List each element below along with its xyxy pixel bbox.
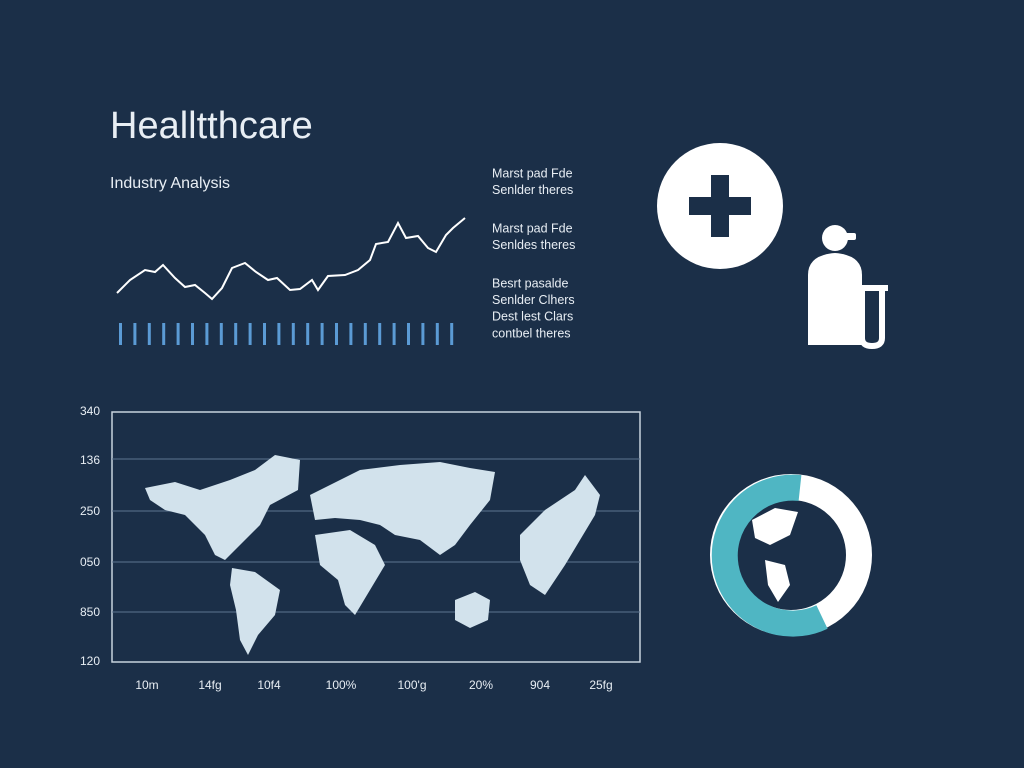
note-line: Senlder theres [492,183,573,197]
y-label: 250 [80,504,100,518]
bar-tick [219,323,223,345]
x-label: 10f4 [257,678,281,692]
bar-tick [291,323,295,345]
bar-tick [349,323,353,345]
bar-tick [435,323,439,345]
note-line: Senlder Clhers [492,293,575,307]
notes: Marst pad Fde Senlder theres Marst pad Fde… [492,166,575,340]
person-icon [808,225,888,350]
y-label: 136 [80,453,100,467]
bar-strip [119,323,454,345]
title: Healltthcare [110,105,313,147]
y-label: 850 [80,605,100,619]
bar-tick [263,323,266,345]
bar-tick [335,323,338,345]
y-label: 050 [80,555,100,569]
plus-icon [689,175,751,237]
x-label: 14fg [198,678,221,692]
bar-tick [176,323,180,345]
bar-tick [450,323,454,345]
bar-tick [320,323,324,345]
sparkline [116,217,466,301]
subtitle: Industry Analysis [110,175,230,192]
bar-tick [392,323,396,345]
note-line: contbel theres [492,326,571,340]
x-label: 20% [469,678,493,692]
bar-tick [234,323,238,345]
y-label: 340 [80,404,100,418]
globe-donut [710,474,872,637]
bar-tick [162,323,166,345]
bar-tick [248,323,252,345]
bar-tick [205,323,209,345]
bar-tick [133,323,137,345]
bar-tick [421,323,425,345]
note-line: Dest lest Clars [492,310,573,324]
note-line: Marst pad Fde [492,221,573,235]
map-panel: 340 136 250 050 850 120 10m 14fg 10f4 100% 100'g 20… [80,404,641,692]
x-label: 10m [135,678,158,692]
x-label: 100% [326,678,357,692]
bar-tick [191,323,194,345]
bar-tick [378,323,382,345]
bar-tick [277,323,281,345]
x-label: 904 [530,678,550,692]
x-label: 100'g [398,678,427,692]
x-label: 25fg [589,678,612,692]
bar-tick [363,323,367,345]
bar-tick [306,323,310,345]
bar-tick [119,323,122,345]
note-line: Marst pad Fde [492,166,573,180]
bar-tick [407,323,410,345]
note-line: Senldes theres [492,238,575,252]
bar-tick [147,323,151,345]
note-line: Besrt pasalde [492,276,568,290]
y-label: 120 [80,654,100,668]
